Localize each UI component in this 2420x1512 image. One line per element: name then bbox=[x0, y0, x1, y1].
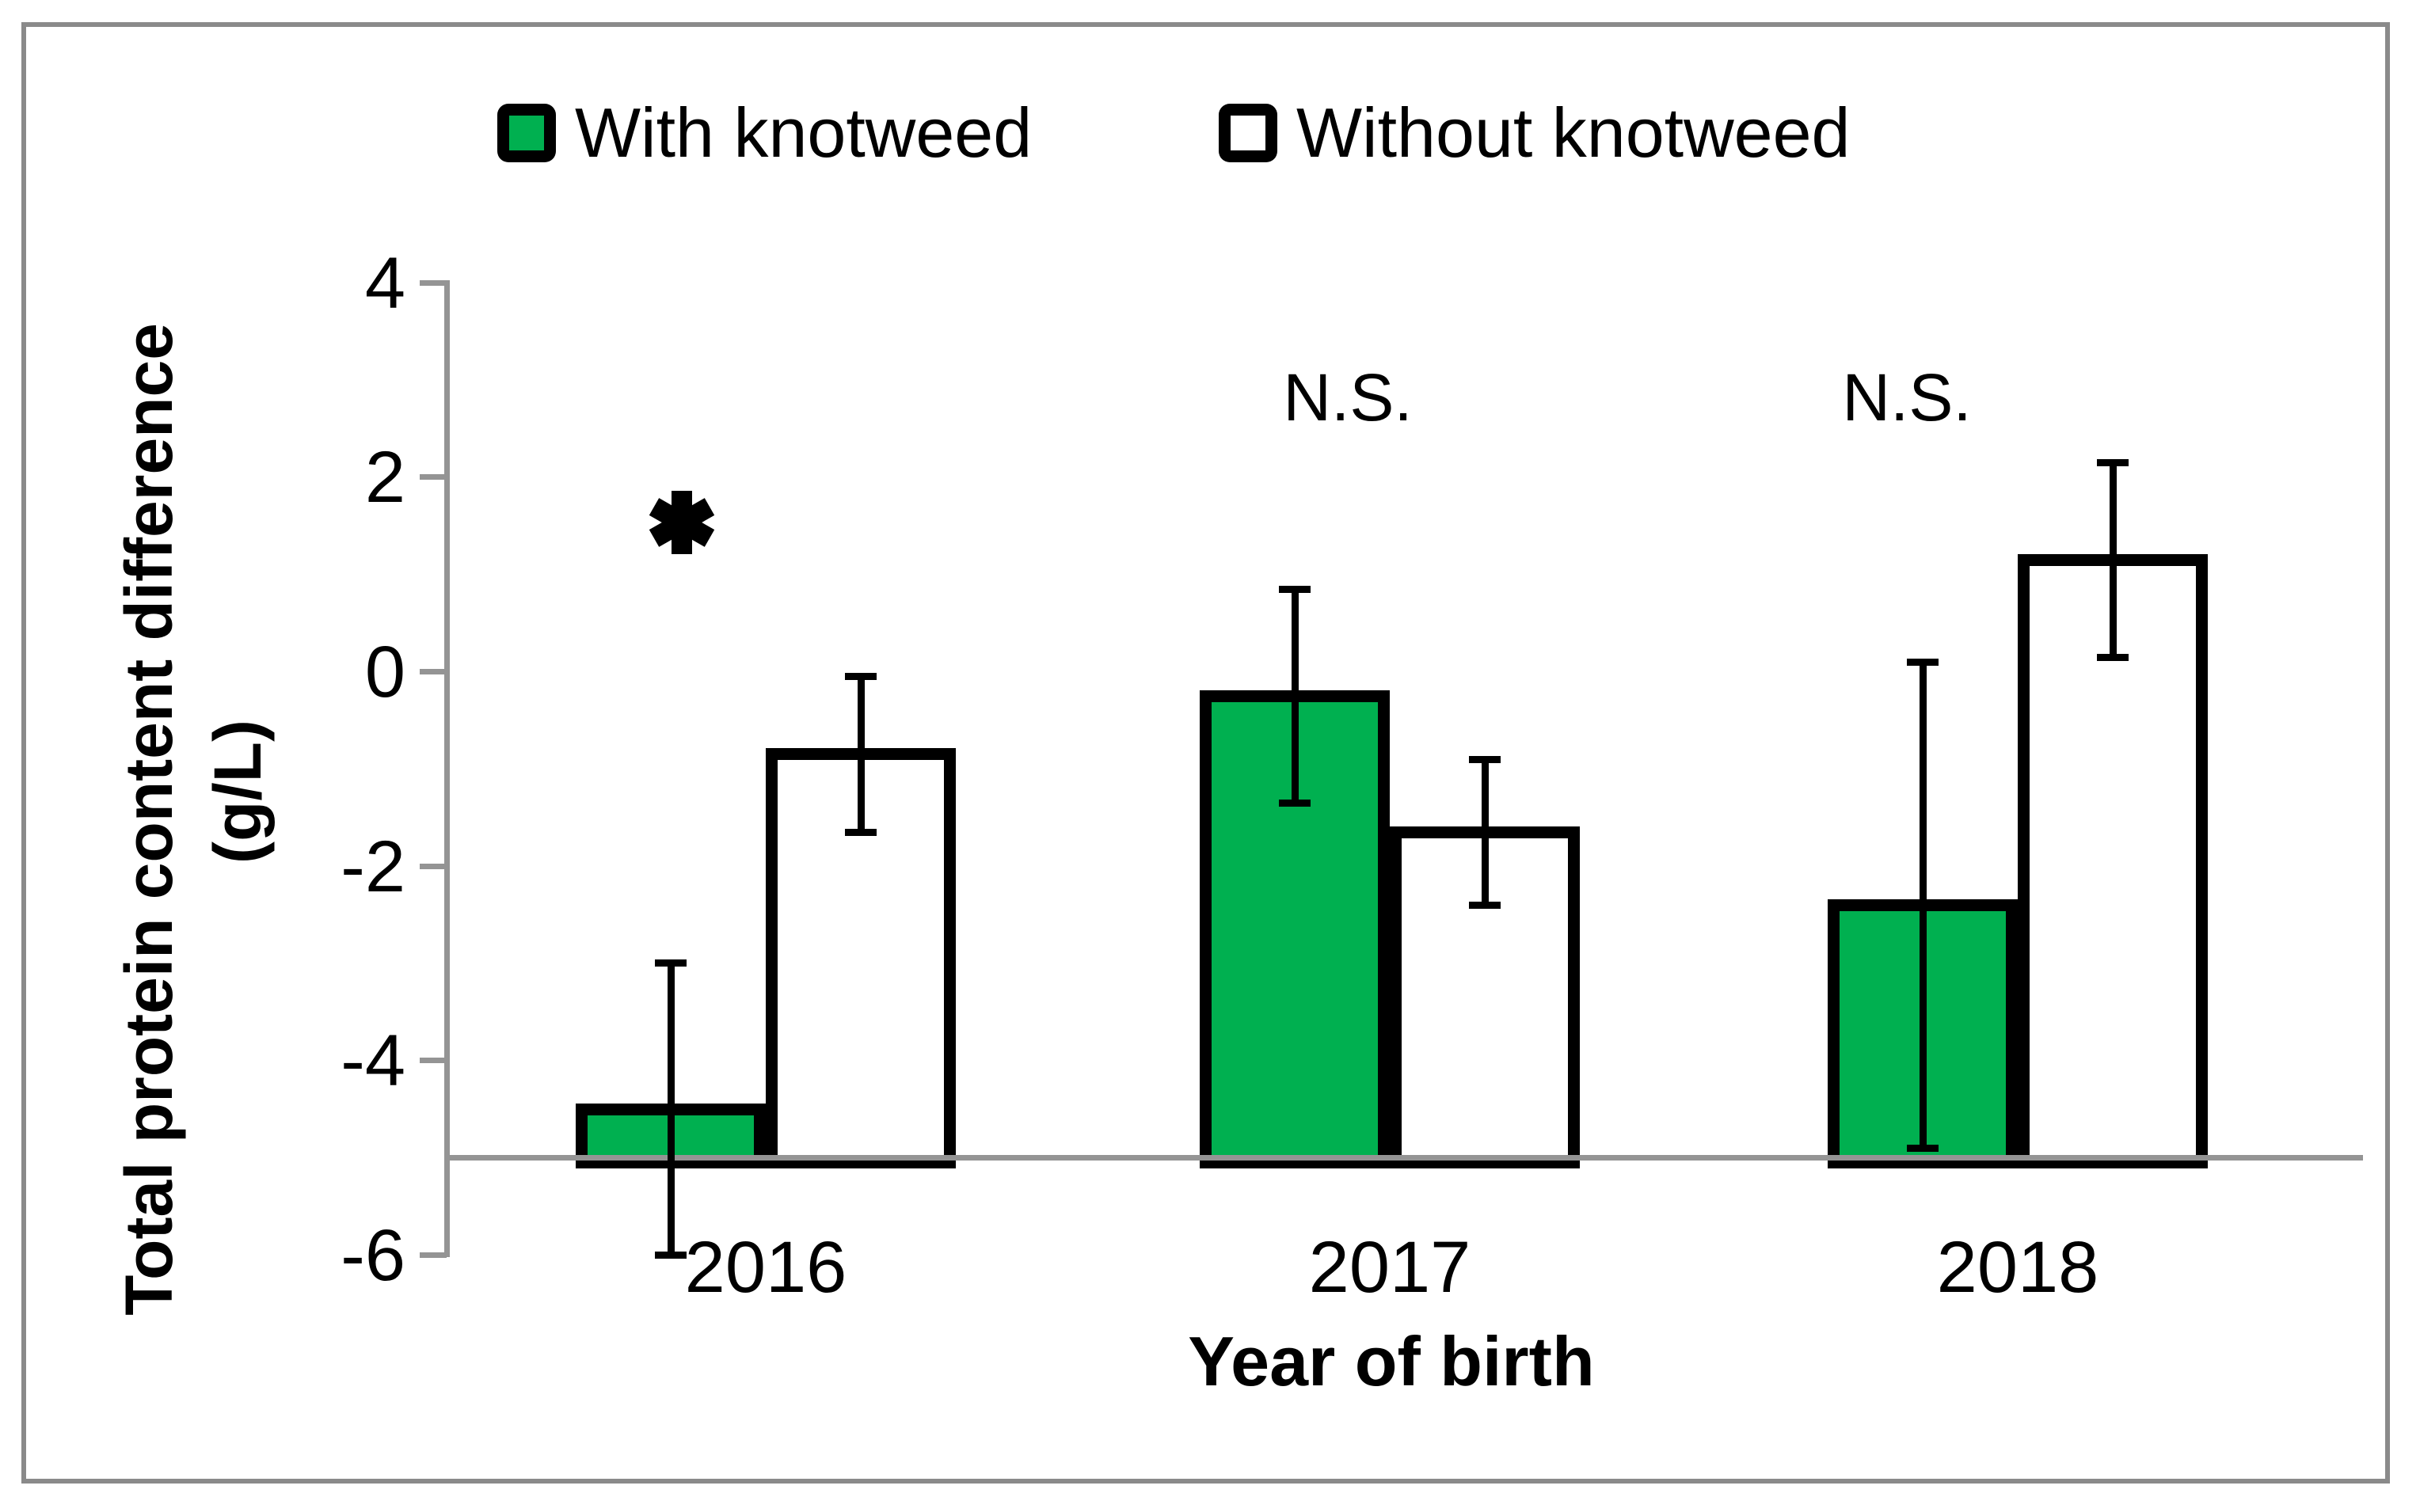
y-tick-4 bbox=[420, 279, 447, 286]
error-cap-bottom-2016-with-knotweed bbox=[655, 1251, 687, 1259]
error-bar-2017-without-knotweed bbox=[1482, 758, 1489, 905]
x-axis-label-2016: 2016 bbox=[684, 1227, 847, 1308]
error-cap-top-2017-without-knotweed bbox=[1469, 755, 1501, 763]
error-bar-2016-with-knotweed bbox=[668, 963, 675, 1255]
error-cap-bottom-2017-with-knotweed bbox=[1279, 799, 1311, 807]
x-axis-baseline bbox=[447, 1155, 2363, 1161]
y-tick--6 bbox=[420, 1252, 447, 1258]
y-tick-0 bbox=[420, 669, 447, 674]
y-tick--2 bbox=[420, 863, 447, 869]
y-tick-label--6: -6 bbox=[341, 1214, 405, 1296]
significance-asterisk-2016 bbox=[634, 475, 729, 570]
y-tick-label-4: 4 bbox=[364, 242, 405, 324]
x-axis-label-2018: 2018 bbox=[1936, 1227, 2099, 1308]
asterisk-icon bbox=[649, 491, 715, 554]
y-tick-label--2: -2 bbox=[341, 826, 405, 907]
annotation-ns-2017: N.S. bbox=[1283, 360, 1413, 435]
error-cap-top-2017-with-knotweed bbox=[1279, 585, 1311, 593]
legend-item-with-knotweed: With knotweed bbox=[497, 98, 1032, 168]
chart-frame bbox=[21, 22, 2390, 1484]
y-tick-label-2: 2 bbox=[364, 437, 405, 519]
y-axis-title-units: (g/L) bbox=[200, 720, 275, 864]
error-bar-2018-with-knotweed bbox=[1920, 661, 1927, 1148]
error-cap-bottom-2018-with-knotweed bbox=[1907, 1144, 1939, 1152]
error-cap-top-2018-with-knotweed bbox=[1907, 658, 1939, 666]
error-bar-2018-without-knotweed bbox=[2110, 462, 2117, 657]
error-cap-bottom-2017-without-knotweed bbox=[1469, 901, 1501, 909]
legend-swatch-with-knotweed bbox=[497, 104, 556, 162]
legend-item-without-knotweed: Without knotweed bbox=[1219, 98, 1851, 168]
legend-label-without-knotweed: Without knotweed bbox=[1296, 93, 1851, 172]
y-tick-label--4: -4 bbox=[341, 1020, 405, 1102]
error-bar-2016-without-knotweed bbox=[858, 676, 865, 832]
error-cap-top-2018-without-knotweed bbox=[2097, 458, 2129, 466]
legend-swatch-without-knotweed bbox=[1219, 104, 1277, 162]
y-tick-label-0: 0 bbox=[364, 632, 405, 712]
y-tick-2 bbox=[420, 474, 447, 481]
y-tick--4 bbox=[420, 1058, 447, 1064]
annotation-ns-2018: N.S. bbox=[1842, 360, 1972, 435]
error-cap-bottom-2018-without-knotweed bbox=[2097, 653, 2129, 661]
y-axis-line bbox=[444, 280, 450, 1257]
error-cap-top-2016-with-knotweed bbox=[655, 959, 687, 967]
error-bar-2017-with-knotweed bbox=[1292, 588, 1299, 803]
error-cap-top-2016-without-knotweed bbox=[845, 673, 877, 681]
error-cap-bottom-2016-without-knotweed bbox=[845, 828, 877, 836]
x-axis-title: Year of birth bbox=[1188, 1322, 1595, 1400]
legend-label-with-knotweed: With knotweed bbox=[575, 93, 1033, 172]
y-axis-title: Total protein content difference bbox=[112, 323, 186, 1316]
x-axis-label-2017: 2017 bbox=[1308, 1227, 1471, 1308]
